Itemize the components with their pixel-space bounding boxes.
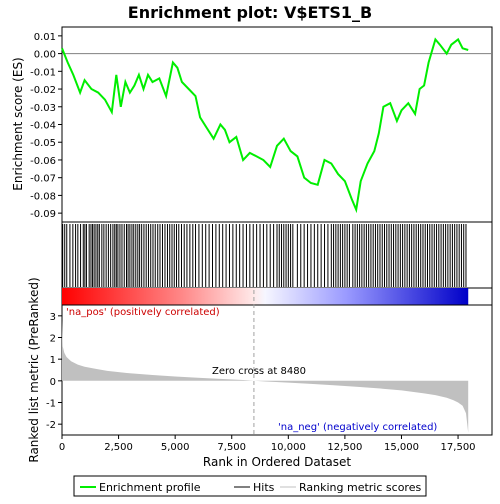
ranking-gradient-bar bbox=[62, 288, 469, 305]
es-panel-frame bbox=[61, 26, 493, 223]
x-tick-label: 0 bbox=[59, 442, 65, 453]
zero-cross-label: Zero cross at 8480 bbox=[212, 366, 306, 377]
es-panel-axis: 0.01 0.00 -0.01 -0.02 -0.03 -0.04 -0.05 -0.06 -0… bbox=[30, 32, 62, 220]
es-y-tick-label: -0.09 bbox=[30, 209, 56, 220]
es-y-tick-label: -0.03 bbox=[30, 103, 56, 114]
x-tick-label: 17,500 bbox=[441, 442, 476, 453]
es-y-tick-label: -0.02 bbox=[30, 85, 56, 96]
es-y-tick-label: -0.07 bbox=[30, 174, 56, 185]
enrichment-profile-line bbox=[61, 37, 469, 214]
rank-metric-y-axis-label: Ranked list metric (PreRanked) bbox=[27, 277, 41, 462]
legend-box bbox=[73, 475, 427, 497]
hits-group bbox=[62, 224, 467, 287]
x-tick-label: 15,000 bbox=[384, 442, 419, 453]
rank-metric-y-tick-label: 1 bbox=[50, 355, 56, 366]
chart-title: Enrichment plot: V$ETS1_B bbox=[128, 3, 372, 22]
rank-metric-y-tick-label: -1 bbox=[46, 399, 56, 410]
legend-label-hits: Hits bbox=[253, 481, 275, 494]
es-y-tick-label: -0.06 bbox=[30, 156, 56, 167]
es-y-tick-label: -0.04 bbox=[30, 121, 56, 132]
x-tick-label: 5,000 bbox=[161, 442, 190, 453]
rank-metric-y-tick-label: 3 bbox=[50, 312, 56, 323]
na-pos-label: 'na_pos' (positively correlated) bbox=[66, 307, 220, 318]
rank-metric-panel-frame bbox=[61, 304, 493, 436]
es-y-tick-label: -0.08 bbox=[30, 191, 56, 202]
x-tick-label: 7,500 bbox=[217, 442, 246, 453]
x-tick-label: 10,000 bbox=[271, 442, 306, 453]
rank-metric-y-tick-label: 0 bbox=[50, 377, 56, 388]
x-tick-label: 2,500 bbox=[104, 442, 133, 453]
es-y-tick-label: 0.00 bbox=[34, 50, 56, 61]
es-y-axis-label: Enrichment score (ES) bbox=[11, 57, 25, 190]
rank-metric-y-tick-label: -2 bbox=[46, 420, 56, 431]
rank-metric-axis: 3 2 1 0 -1 -2 bbox=[46, 312, 62, 431]
x-axis: 0 2,500 5,000 7,500 10,000 12,500 15,000 17,500 bbox=[59, 435, 476, 453]
es-y-tick-label: 0.01 bbox=[34, 32, 56, 43]
na-neg-label: 'na_neg' (negatively correlated) bbox=[278, 422, 437, 433]
x-axis-label: Rank in Ordered Dataset bbox=[203, 455, 351, 469]
legend-label-ranking: Ranking metric scores bbox=[299, 481, 421, 494]
x-tick-label: 12,500 bbox=[327, 442, 362, 453]
es-y-tick-label: -0.05 bbox=[30, 138, 56, 149]
ranking-metric-area bbox=[62, 320, 469, 433]
legend-label-enrichment: Enrichment profile bbox=[99, 481, 201, 494]
rank-metric-y-tick-label: 2 bbox=[50, 334, 56, 345]
es-y-tick-label: -0.01 bbox=[30, 67, 56, 78]
